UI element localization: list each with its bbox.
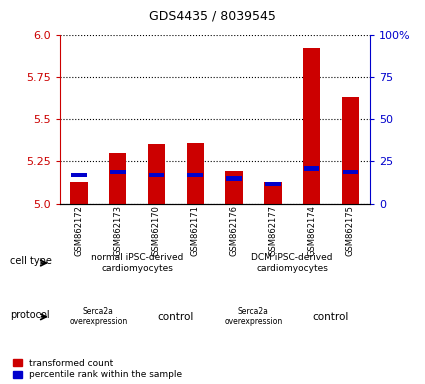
Text: Serca2a
overexpression: Serca2a overexpression: [69, 307, 128, 326]
Bar: [342, 97, 359, 204]
Bar: [187, 173, 203, 177]
Bar: [149, 173, 164, 177]
Bar: [110, 170, 125, 174]
Text: DCM iPSC-derived
cardiomyocytes: DCM iPSC-derived cardiomyocytes: [252, 253, 333, 273]
Text: cell type: cell type: [10, 256, 52, 266]
Bar: [187, 143, 204, 204]
Text: GDS4435 / 8039545: GDS4435 / 8039545: [149, 10, 276, 23]
Bar: [148, 144, 165, 204]
Bar: [303, 48, 320, 204]
Bar: [343, 170, 358, 174]
Bar: [70, 182, 88, 204]
Legend: transformed count, percentile rank within the sample: transformed count, percentile rank withi…: [13, 359, 182, 379]
Bar: [71, 173, 87, 177]
Bar: [226, 177, 242, 181]
Text: normal iPSC-derived
cardiomyocytes: normal iPSC-derived cardiomyocytes: [91, 253, 183, 273]
Bar: [109, 153, 126, 204]
Text: protocol: protocol: [10, 310, 50, 320]
Bar: [264, 182, 281, 204]
Bar: [225, 171, 243, 204]
Bar: [265, 182, 280, 186]
Bar: [304, 166, 320, 170]
Text: Serca2a
overexpression: Serca2a overexpression: [224, 307, 283, 326]
Text: control: control: [313, 312, 349, 322]
Text: control: control: [158, 312, 194, 322]
